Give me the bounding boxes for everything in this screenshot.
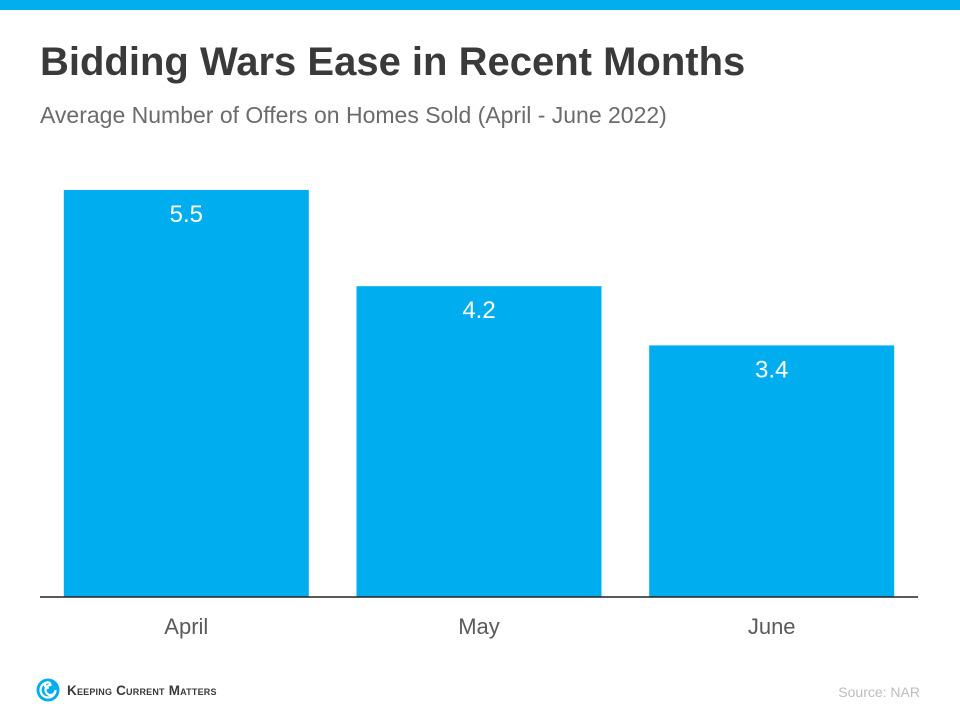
top-accent-stripe — [0, 0, 960, 10]
chart-subtitle: Average Number of Offers on Homes Sold (… — [40, 102, 667, 128]
data-label-june: 3.4 — [755, 356, 788, 383]
x-tick-label-june: June — [748, 614, 796, 639]
data-label-april: 5.5 — [170, 201, 203, 228]
x-tick-label-may: May — [458, 614, 500, 639]
source-note: Source: NAR — [838, 684, 920, 700]
x-tick-labels-layer: April May June — [164, 614, 795, 639]
brand-logo: Keeping Current Matters — [36, 677, 217, 703]
brand-name: Keeping Current Matters — [67, 682, 217, 698]
bars-layer — [63, 190, 895, 597]
data-labels-layer: 5.5 4.2 3.4 — [170, 201, 789, 383]
x-tick-label-april: April — [164, 614, 208, 639]
chart-title: Bidding Wars Ease in Recent Months — [40, 40, 746, 84]
bar-april — [63, 190, 309, 597]
data-label-may: 4.2 — [462, 297, 495, 324]
bar-may — [356, 286, 602, 597]
kcm-swirl-logo-icon — [36, 678, 60, 702]
bar-june — [649, 345, 895, 597]
